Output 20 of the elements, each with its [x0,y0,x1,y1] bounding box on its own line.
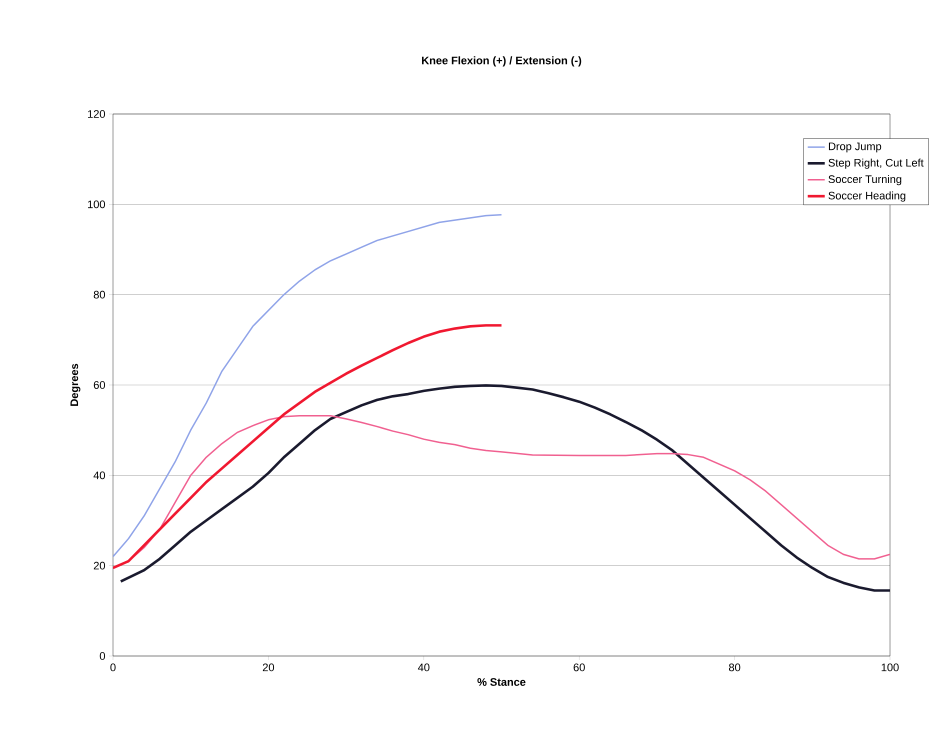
y-tick-label: 20 [94,562,106,570]
x-tick-label: 80 [728,664,740,672]
x-tick-label: 40 [418,664,430,672]
x-tick-label: 60 [574,664,585,672]
legend-label: Drop Jump [828,142,882,152]
y-tick-label: 0 [100,652,106,660]
x-axis-title: % Stance [477,678,526,686]
y-tick-label: 120 [88,110,106,118]
x-tick-label: 20 [262,664,274,672]
legend-label: Step Right, Cut Left [828,158,924,169]
y-tick-label: 40 [94,471,106,480]
legend-label: Soccer Heading [828,191,906,202]
y-axis-title: Degrees [70,364,80,406]
y-tick-label: 100 [88,200,106,208]
chart-title: Knee Flexion (+) / Extension (-) [422,56,582,66]
x-tick-label: 0 [110,664,116,672]
legend-label: Soccer Turning [828,175,902,186]
x-tick-label: 100 [882,664,899,672]
y-tick-label: 80 [94,290,106,299]
y-tick-label: 60 [94,381,106,389]
